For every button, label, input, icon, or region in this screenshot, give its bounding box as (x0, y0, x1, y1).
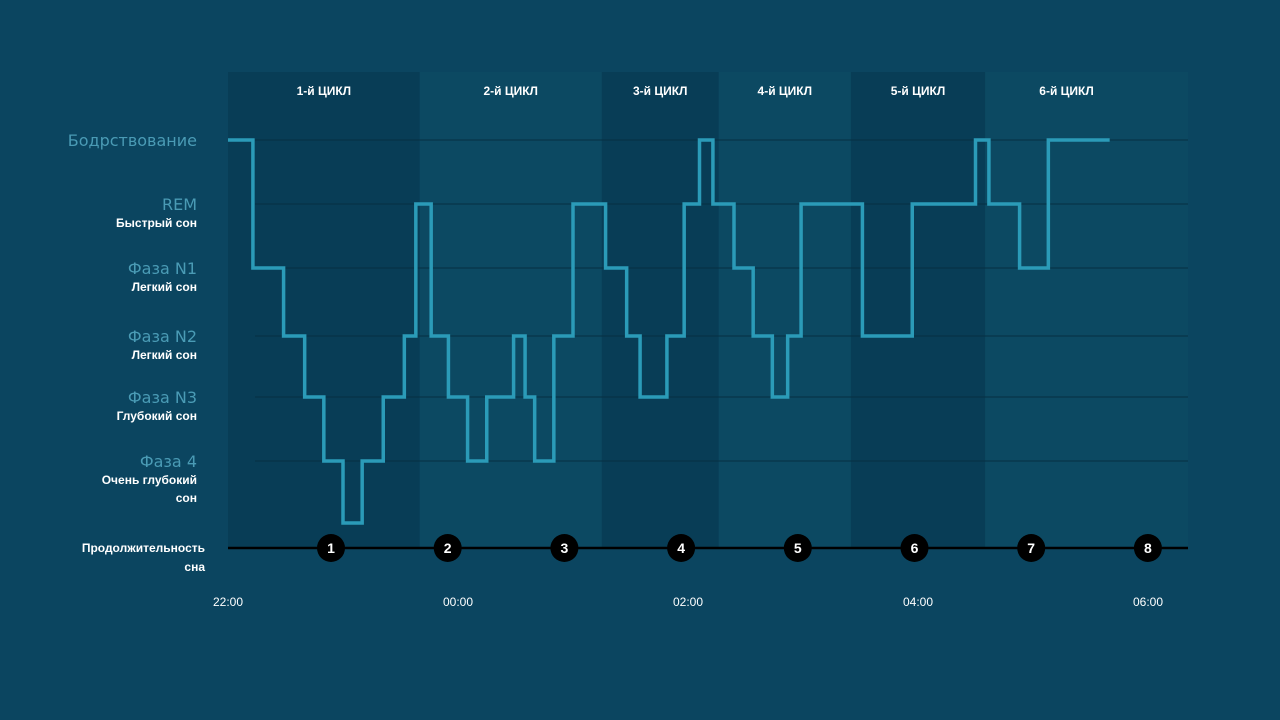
cycle-band (850, 72, 986, 548)
stage-description: Быстрый сон (116, 216, 197, 230)
time-tick-label: 00:00 (443, 595, 473, 609)
hour-markers: 1 2 3 4 5 6 7 8 (317, 534, 1162, 562)
cycle-label: 4-й ЦИКЛ (758, 84, 813, 98)
stage-name: REM (162, 195, 197, 214)
hour-marker-label: 8 (1144, 540, 1152, 556)
stage-description: Легкий сон (132, 280, 197, 294)
hour-marker (900, 534, 929, 562)
cycle-band (228, 72, 420, 548)
sleep-stage-series (228, 138, 1110, 525)
stage-description: Легкий сон (132, 348, 197, 362)
stage-labels: Бодрствование REM Быстрый сон Фаза N1 Легкий… (68, 131, 197, 505)
hour-marker-label: 7 (1027, 540, 1035, 556)
cycle-label: 5-й ЦИКЛ (891, 84, 946, 98)
cycle-label: 1-й ЦИКЛ (297, 84, 352, 98)
stage-name: Фаза N3 (128, 388, 197, 407)
cycle-label: 6-й ЦИКЛ (1039, 84, 1094, 98)
stage-description: Очень глубокий (102, 473, 197, 487)
stage-description: сон (176, 491, 197, 505)
stage-description: Глубокий сон (117, 409, 197, 423)
hour-marker (550, 534, 579, 562)
x-axis-title: сна (184, 560, 205, 574)
stage-name: Бодрствование (68, 131, 197, 150)
hour-marker-label: 3 (561, 540, 569, 556)
cycle-label: 3-й ЦИКЛ (633, 84, 688, 98)
cycle-label: 2-й ЦИКЛ (483, 84, 538, 98)
hour-marker-label: 4 (677, 540, 685, 556)
stage-name: Фаза N1 (128, 259, 197, 278)
cycle-bands (228, 72, 1188, 548)
series-line (228, 138, 1110, 525)
time-tick-label: 22:00 (213, 595, 243, 609)
hour-marker (1017, 534, 1046, 562)
hour-marker (783, 534, 812, 562)
stage-name: Фаза N2 (128, 327, 197, 346)
hour-marker (433, 534, 462, 562)
hour-marker-label: 2 (444, 540, 452, 556)
hour-marker (667, 534, 696, 562)
time-tick-label: 04:00 (903, 595, 933, 609)
time-tick-label: 02:00 (673, 595, 703, 609)
hour-marker (317, 534, 345, 562)
cycle-labels: 1-й ЦИКЛ 2-й ЦИКЛ 3-й ЦИКЛ 4-й ЦИКЛ 5-й ЦИКЛ… (297, 84, 1094, 98)
stage-name: Фаза 4 (140, 452, 197, 471)
hour-marker-label: 1 (327, 540, 335, 556)
hour-marker-label: 6 (911, 540, 919, 556)
hour-marker (1133, 534, 1162, 562)
time-tick-label: 06:00 (1133, 595, 1163, 609)
time-tick-labels: 22:00 00:00 02:00 04:00 06:00 (213, 595, 1163, 609)
hour-marker-label: 5 (794, 540, 802, 556)
x-axis-title: Продолжительность (82, 541, 205, 555)
